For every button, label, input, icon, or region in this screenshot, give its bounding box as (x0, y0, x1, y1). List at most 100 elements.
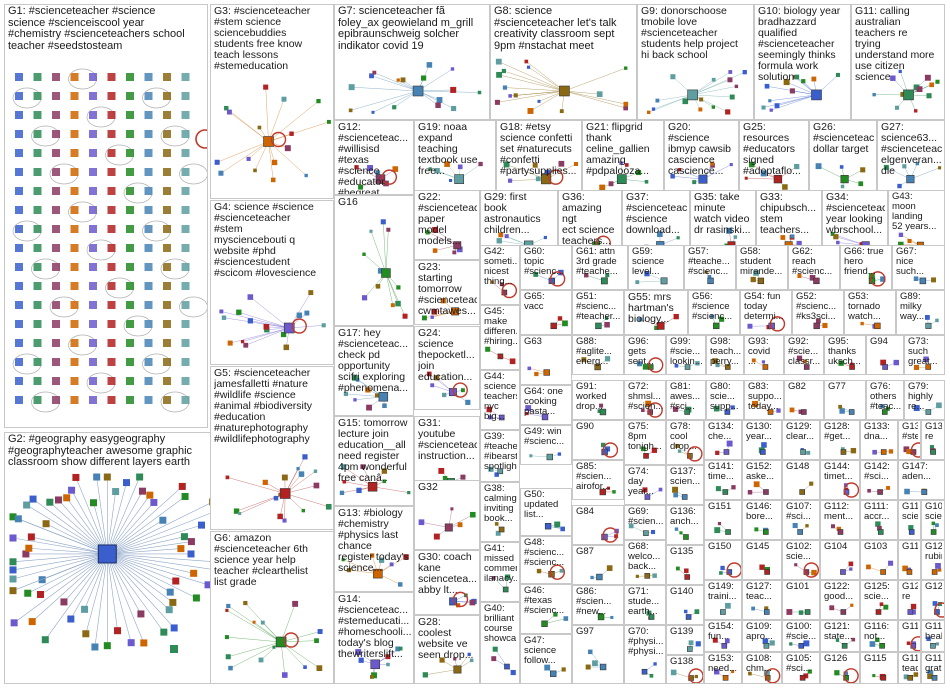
hub-node[interactable] (263, 136, 274, 147)
user-node[interactable] (144, 282, 153, 290)
user-node[interactable] (15, 149, 23, 157)
user-node[interactable] (711, 105, 716, 109)
user-node[interactable] (670, 174, 675, 179)
user-node[interactable] (224, 635, 229, 640)
user-node[interactable] (491, 656, 497, 662)
hub-node[interactable] (723, 449, 730, 455)
user-node[interactable] (525, 405, 532, 411)
user-node[interactable] (436, 97, 443, 103)
user-node[interactable] (81, 605, 89, 613)
user-node[interactable] (136, 473, 144, 481)
user-node[interactable] (688, 640, 694, 646)
user-node[interactable] (38, 576, 46, 584)
user-node[interactable] (913, 364, 920, 370)
user-node[interactable] (649, 673, 654, 678)
user-node[interactable] (916, 86, 923, 93)
user-node[interactable] (635, 169, 642, 176)
user-node[interactable] (70, 73, 79, 81)
user-node[interactable] (107, 263, 116, 271)
user-node[interactable] (339, 490, 345, 496)
user-node[interactable] (390, 303, 395, 308)
user-node[interactable] (163, 111, 171, 119)
hub-node[interactable] (687, 646, 693, 652)
hub-node[interactable] (543, 369, 550, 376)
user-node[interactable] (467, 652, 471, 657)
user-node[interactable] (219, 309, 224, 314)
user-node[interactable] (498, 232, 504, 238)
user-node[interactable] (375, 170, 381, 175)
user-node[interactable] (694, 674, 698, 679)
user-node[interactable] (880, 404, 885, 409)
user-node[interactable] (674, 527, 679, 531)
user-node[interactable] (181, 92, 190, 100)
user-node[interactable] (835, 638, 840, 642)
user-node[interactable] (163, 130, 171, 138)
user-node[interactable] (534, 371, 539, 377)
user-node[interactable] (596, 91, 603, 97)
user-node[interactable] (504, 574, 511, 580)
hub-node[interactable] (559, 85, 570, 97)
user-node[interactable] (789, 88, 795, 94)
user-node[interactable] (839, 165, 844, 169)
user-node[interactable] (713, 405, 720, 412)
user-node[interactable] (170, 624, 178, 632)
user-node[interactable] (866, 564, 871, 570)
user-node[interactable] (782, 184, 788, 190)
hub-node[interactable] (804, 609, 811, 615)
user-node[interactable] (748, 671, 752, 676)
user-node[interactable] (553, 612, 558, 617)
user-node[interactable] (46, 498, 54, 506)
user-node[interactable] (382, 403, 387, 409)
user-node[interactable] (900, 91, 906, 97)
user-node[interactable] (733, 235, 738, 239)
user-node[interactable] (366, 404, 372, 411)
user-node[interactable] (537, 99, 541, 103)
user-node[interactable] (924, 74, 931, 81)
user-node[interactable] (684, 609, 688, 614)
user-node[interactable] (225, 475, 230, 480)
user-node[interactable] (494, 99, 500, 105)
user-node[interactable] (302, 454, 308, 460)
user-node[interactable] (89, 130, 97, 138)
user-node[interactable] (313, 482, 320, 489)
hub-node[interactable] (378, 392, 389, 402)
user-node[interactable] (875, 637, 880, 642)
user-node[interactable] (341, 558, 345, 562)
user-node[interactable] (15, 225, 23, 233)
user-node[interactable] (672, 406, 679, 412)
hub-node[interactable] (541, 413, 549, 421)
user-node[interactable] (10, 619, 18, 627)
user-node[interactable] (670, 74, 676, 80)
user-node[interactable] (33, 244, 42, 252)
user-node[interactable] (163, 377, 171, 385)
user-node[interactable] (532, 162, 538, 168)
user-node[interactable] (529, 454, 533, 458)
user-node[interactable] (695, 361, 700, 366)
user-node[interactable] (204, 581, 212, 589)
user-node[interactable] (590, 575, 594, 580)
user-node[interactable] (89, 320, 97, 328)
user-node[interactable] (107, 282, 116, 290)
user-node[interactable] (14, 515, 22, 523)
user-node[interactable] (422, 672, 428, 678)
hub-node[interactable] (757, 277, 765, 285)
user-node[interactable] (60, 598, 68, 606)
user-node[interactable] (247, 318, 254, 324)
user-node[interactable] (929, 82, 934, 88)
user-node[interactable] (790, 234, 795, 239)
user-node[interactable] (654, 325, 659, 330)
hub-node[interactable] (919, 277, 927, 285)
user-node[interactable] (786, 609, 793, 615)
user-node[interactable] (418, 519, 425, 526)
user-node[interactable] (450, 67, 455, 71)
user-node[interactable] (126, 187, 134, 195)
user-node[interactable] (610, 615, 614, 620)
user-node[interactable] (144, 149, 153, 157)
user-node[interactable] (144, 111, 153, 119)
user-node[interactable] (89, 92, 97, 100)
user-node[interactable] (27, 533, 35, 541)
user-node[interactable] (559, 109, 564, 114)
user-node[interactable] (68, 486, 76, 494)
user-node[interactable] (369, 553, 375, 558)
user-node[interactable] (15, 73, 23, 81)
